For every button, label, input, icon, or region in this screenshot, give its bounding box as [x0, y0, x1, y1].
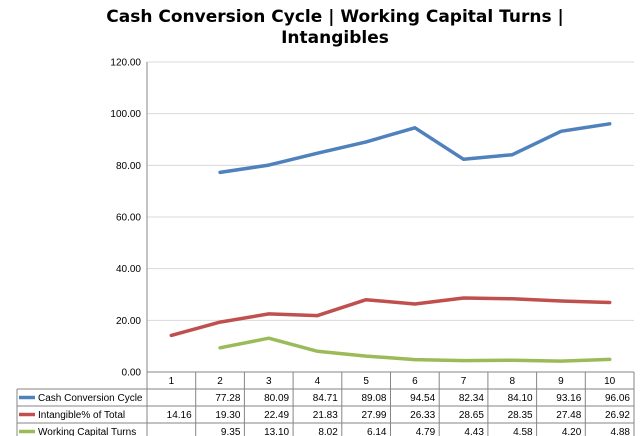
- chart-title: Cash Conversion Cycle | Working Capital …: [106, 7, 564, 48]
- x-tick-label: 6: [412, 376, 418, 387]
- legend-label-2: Intangible% of Total: [38, 410, 125, 421]
- data-label: 8.02: [318, 427, 338, 436]
- data-label: 4.58: [513, 427, 533, 436]
- data-label: 6.14: [367, 427, 387, 436]
- y-tick-label: 80.00: [116, 161, 141, 172]
- x-tick-label: 8: [509, 376, 515, 387]
- x-tick-label: 9: [558, 376, 564, 387]
- x-tick-label: 3: [266, 376, 272, 387]
- data-label: 93.16: [556, 393, 581, 404]
- y-tick-label: 20.00: [116, 316, 141, 327]
- y-tick-label: 0.00: [122, 368, 142, 379]
- data-label: 4.20: [562, 427, 582, 436]
- series-lines: [169, 122, 612, 363]
- data-label: 22.49: [264, 410, 289, 421]
- x-tick-label: 5: [363, 376, 369, 387]
- data-label: 96.06: [605, 393, 630, 404]
- data-label: 9.35: [221, 427, 241, 436]
- data-label: 27.48: [556, 410, 581, 421]
- data-label: 4.43: [464, 427, 484, 436]
- data-label: 27.99: [361, 410, 386, 421]
- data-label: 28.35: [508, 410, 533, 421]
- data-label: 77.28: [215, 393, 240, 404]
- data-label: 84.10: [508, 393, 533, 404]
- gridlines: [147, 61, 634, 373]
- y-tick-label: 40.00: [116, 264, 141, 275]
- series-line-3: [218, 336, 612, 363]
- data-label: 84.71: [313, 393, 338, 404]
- data-label: 21.83: [313, 410, 338, 421]
- data-label: 26.92: [605, 410, 630, 421]
- y-axis-labels: 0.00 20.00 40.00 60.00 80.00 100.00 120.00: [110, 58, 148, 379]
- legend-label-3: Working Capital Turns: [38, 427, 136, 436]
- data-label: 94.54: [410, 393, 435, 404]
- data-label: 14.16: [167, 410, 192, 421]
- x-tick-label: 7: [461, 376, 467, 387]
- data-label: 82.34: [459, 393, 484, 404]
- series-line-1: [218, 122, 612, 175]
- x-tick-label: 1: [169, 376, 175, 387]
- data-table: 1 2 3 4 5 6 7 8 9 10 Cash Conversion Cycle 77.28 80.…: [16, 371, 635, 436]
- y-tick-label: 120.00: [110, 58, 141, 69]
- data-label: 4.88: [611, 427, 631, 436]
- data-label: 4.79: [416, 427, 436, 436]
- data-label: 13.10: [264, 427, 289, 436]
- data-label: 26.33: [410, 410, 435, 421]
- series-line-2: [169, 296, 612, 338]
- data-label: 89.08: [361, 393, 386, 404]
- x-tick-label: 2: [217, 376, 223, 387]
- y-tick-label: 100.00: [110, 109, 141, 120]
- x-tick-label: 10: [604, 376, 616, 387]
- y-tick-label: 60.00: [116, 213, 141, 224]
- data-label: 80.09: [264, 393, 289, 404]
- data-label: 19.30: [215, 410, 240, 421]
- x-tick-label: 4: [315, 376, 321, 387]
- data-label: 28.65: [459, 410, 484, 421]
- legend-label-1: Cash Conversion Cycle: [38, 393, 143, 404]
